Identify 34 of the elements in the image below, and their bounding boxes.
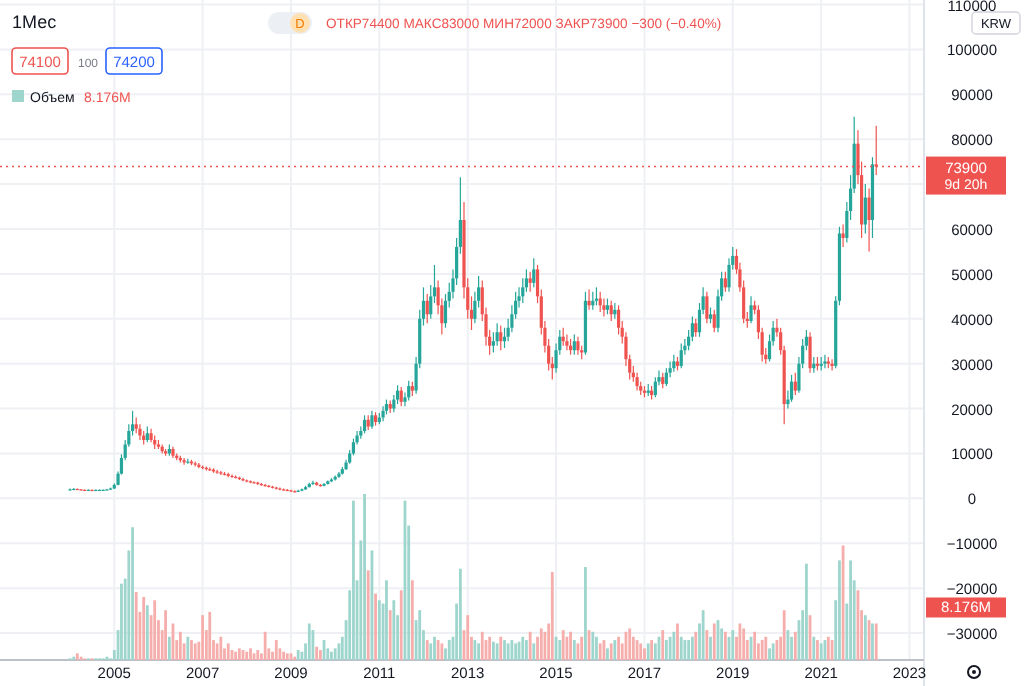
candlestick — [311, 480, 315, 486]
candlestick — [690, 315, 694, 342]
candlestick — [841, 223, 845, 248]
candlestick — [609, 300, 613, 322]
candlestick — [138, 423, 142, 441]
candlestick — [672, 354, 676, 373]
candlestick — [521, 277, 525, 304]
candlestick — [808, 331, 812, 374]
candlestick — [793, 372, 797, 396]
candlestick — [705, 291, 709, 324]
candlestick — [602, 297, 606, 318]
candlestick — [653, 376, 657, 398]
candlestick — [495, 322, 499, 347]
candlestick — [587, 288, 591, 311]
candlestick — [867, 187, 871, 253]
candlestick — [499, 324, 503, 351]
candlestick — [789, 374, 794, 403]
candlestick — [182, 457, 186, 466]
candlestick — [668, 360, 672, 378]
candlestick — [679, 342, 683, 369]
candlestick — [830, 358, 834, 372]
candlestick — [863, 183, 867, 235]
candlestick — [399, 386, 403, 407]
candlestick — [425, 293, 429, 324]
text: 1Мес — [12, 12, 58, 32]
candlestick — [528, 271, 532, 293]
candlestick — [712, 309, 716, 333]
candlestick — [723, 271, 727, 293]
candlestick — [532, 257, 536, 288]
candlestick — [491, 331, 495, 354]
candlestick — [572, 333, 576, 356]
candlestick — [749, 295, 753, 324]
candlestick — [395, 384, 400, 405]
candlestick — [565, 333, 569, 351]
